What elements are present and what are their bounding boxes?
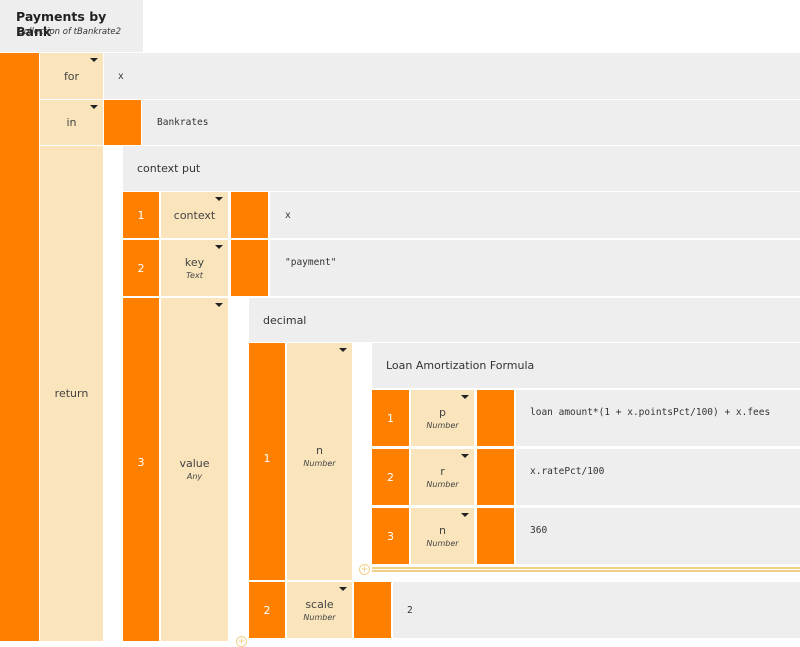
expression-title[interactable]: Payments by Bank bbox=[16, 9, 107, 39]
param-index-label: 1 bbox=[263, 452, 271, 465]
param-type: Text bbox=[186, 271, 203, 280]
param-name-cell[interactable]: value Any bbox=[161, 298, 228, 641]
param-index[interactable]: 1 bbox=[249, 343, 285, 580]
param-value-cell[interactable]: 2 bbox=[393, 582, 800, 638]
plus-circle-icon[interactable]: + bbox=[236, 636, 247, 647]
param-value: "payment" bbox=[285, 256, 337, 268]
param-value-cell[interactable]: x.ratePct/100 bbox=[516, 449, 800, 505]
for-variable: x bbox=[118, 70, 124, 82]
return-label: return bbox=[54, 387, 89, 400]
param-selector-bar[interactable] bbox=[354, 582, 391, 638]
param-index-label: 3 bbox=[387, 529, 394, 543]
caret-down-icon[interactable] bbox=[461, 395, 469, 399]
param-selector-bar[interactable] bbox=[231, 240, 268, 296]
in-label: in bbox=[66, 116, 77, 129]
function-name: decimal bbox=[263, 313, 307, 327]
for-label: for bbox=[63, 69, 80, 83]
param-name-cell[interactable]: n Number bbox=[287, 343, 352, 580]
param-value-cell[interactable]: "payment" bbox=[270, 240, 800, 296]
param-index[interactable]: 1 bbox=[372, 390, 409, 446]
in-label-cell[interactable]: in bbox=[40, 100, 103, 145]
return-label-cell[interactable]: return bbox=[40, 146, 103, 641]
param-value-cell[interactable]: loan amount*(1 + x.pointsPct/100) + x.fe… bbox=[516, 390, 800, 446]
param-index[interactable]: 3 bbox=[123, 298, 159, 641]
caret-down-icon[interactable] bbox=[339, 348, 347, 352]
param-name: key bbox=[184, 256, 205, 269]
param-selector-bar[interactable] bbox=[231, 192, 268, 238]
expression-subtitle: Collection of tBankrate2 bbox=[18, 27, 121, 37]
param-name-cell[interactable]: context bbox=[161, 192, 228, 238]
param-value: loan amount*(1 + x.pointsPct/100) + x.fe… bbox=[530, 406, 771, 418]
add-row-divider bbox=[372, 567, 800, 572]
param-type: Number bbox=[426, 480, 459, 489]
param-index-label: 1 bbox=[137, 208, 145, 222]
caret-down-icon[interactable] bbox=[461, 454, 469, 458]
formula-header[interactable]: Loan Amortization Formula bbox=[372, 343, 800, 388]
param-name: scale bbox=[305, 598, 334, 611]
param-selector-bar[interactable] bbox=[477, 508, 514, 564]
for-variable-cell[interactable]: x bbox=[104, 53, 800, 99]
param-type: Number bbox=[426, 539, 459, 548]
param-index[interactable]: 2 bbox=[372, 449, 409, 505]
plus-circle-icon[interactable]: + bbox=[359, 564, 370, 575]
formula-title: Loan Amortization Formula bbox=[386, 359, 535, 372]
param-index-label: 1 bbox=[387, 411, 394, 425]
in-value: Bankrates bbox=[157, 117, 209, 128]
param-index[interactable]: 2 bbox=[123, 240, 159, 296]
caret-down-icon[interactable] bbox=[215, 245, 223, 249]
param-index-label: 2 bbox=[137, 261, 145, 275]
param-name-cell[interactable]: r Number bbox=[411, 449, 474, 505]
param-value: x bbox=[285, 209, 291, 221]
param-name: p bbox=[439, 406, 446, 419]
param-name: context bbox=[173, 208, 216, 222]
param-name: n bbox=[316, 443, 323, 457]
boxed-expression-header: Payments by Bank Collection of tBankrate… bbox=[0, 0, 143, 52]
param-type: Number bbox=[426, 421, 459, 430]
function-name: context put bbox=[137, 162, 201, 175]
for-label-cell[interactable]: for bbox=[40, 53, 103, 99]
param-value-cell[interactable]: 360 bbox=[516, 508, 800, 564]
param-name-cell[interactable]: scale Number bbox=[287, 582, 352, 638]
param-index-label: 2 bbox=[263, 603, 271, 617]
caret-down-icon[interactable] bbox=[90, 58, 98, 62]
param-name: r bbox=[440, 465, 445, 478]
caret-down-icon[interactable] bbox=[215, 197, 223, 201]
param-index-label: 2 bbox=[387, 470, 394, 484]
param-selector-bar[interactable] bbox=[477, 449, 514, 505]
in-value-cell[interactable]: Bankrates bbox=[142, 100, 800, 145]
param-selector-bar[interactable] bbox=[477, 390, 514, 446]
param-value-cell[interactable]: x bbox=[270, 192, 800, 238]
param-index[interactable]: 1 bbox=[123, 192, 159, 238]
param-type: Number bbox=[303, 458, 336, 468]
param-index[interactable]: 3 bbox=[372, 508, 409, 564]
param-name-cell[interactable]: key Text bbox=[161, 240, 228, 296]
param-value: x.ratePct/100 bbox=[530, 465, 605, 477]
param-index[interactable]: 2 bbox=[249, 582, 285, 638]
param-name: n bbox=[439, 524, 446, 537]
param-name: value bbox=[179, 456, 210, 470]
param-type: Number bbox=[303, 613, 336, 622]
iterator-selector-bar[interactable] bbox=[0, 53, 39, 641]
param-value: 2 bbox=[407, 604, 413, 616]
param-type: Any bbox=[186, 471, 203, 481]
decimal-header[interactable]: decimal bbox=[249, 298, 800, 342]
caret-down-icon[interactable] bbox=[461, 513, 469, 517]
param-name-cell[interactable]: n Number bbox=[411, 508, 474, 564]
caret-down-icon[interactable] bbox=[215, 303, 223, 307]
param-name-cell[interactable]: p Number bbox=[411, 390, 474, 446]
param-value: 360 bbox=[530, 524, 548, 536]
in-selector-bar[interactable] bbox=[104, 100, 141, 145]
caret-down-icon[interactable] bbox=[90, 105, 98, 109]
context-put-header[interactable]: context put bbox=[123, 146, 800, 191]
param-index-label: 3 bbox=[137, 456, 145, 469]
caret-down-icon[interactable] bbox=[339, 587, 347, 591]
